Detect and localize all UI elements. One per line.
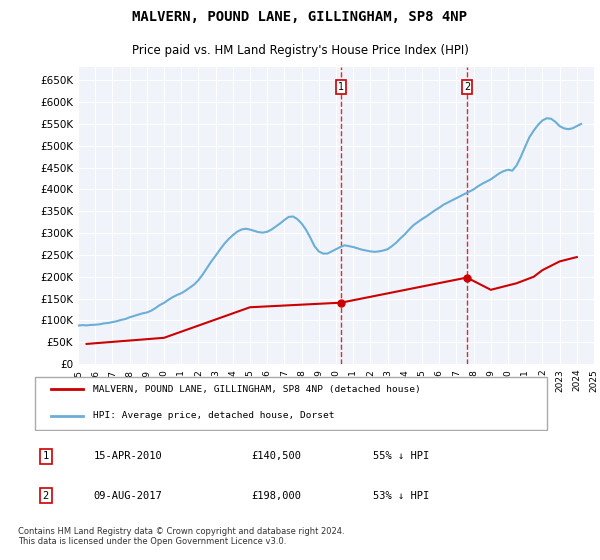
FancyBboxPatch shape xyxy=(35,377,547,430)
Text: Contains HM Land Registry data © Crown copyright and database right 2024.
This d: Contains HM Land Registry data © Crown c… xyxy=(18,526,344,546)
Text: 1: 1 xyxy=(338,82,344,92)
Text: 53% ↓ HPI: 53% ↓ HPI xyxy=(373,491,430,501)
Text: HPI: Average price, detached house, Dorset: HPI: Average price, detached house, Dors… xyxy=(94,411,335,420)
Text: 1: 1 xyxy=(43,451,49,461)
Text: MALVERN, POUND LANE, GILLINGHAM, SP8 4NP (detached house): MALVERN, POUND LANE, GILLINGHAM, SP8 4NP… xyxy=(94,385,421,394)
Text: 2: 2 xyxy=(43,491,49,501)
Text: Price paid vs. HM Land Registry's House Price Index (HPI): Price paid vs. HM Land Registry's House … xyxy=(131,44,469,57)
Text: 09-AUG-2017: 09-AUG-2017 xyxy=(94,491,162,501)
Text: £140,500: £140,500 xyxy=(252,451,302,461)
Text: £198,000: £198,000 xyxy=(252,491,302,501)
Text: 15-APR-2010: 15-APR-2010 xyxy=(94,451,162,461)
Text: MALVERN, POUND LANE, GILLINGHAM, SP8 4NP: MALVERN, POUND LANE, GILLINGHAM, SP8 4NP xyxy=(133,10,467,24)
Text: 55% ↓ HPI: 55% ↓ HPI xyxy=(373,451,430,461)
Text: 2: 2 xyxy=(464,82,470,92)
